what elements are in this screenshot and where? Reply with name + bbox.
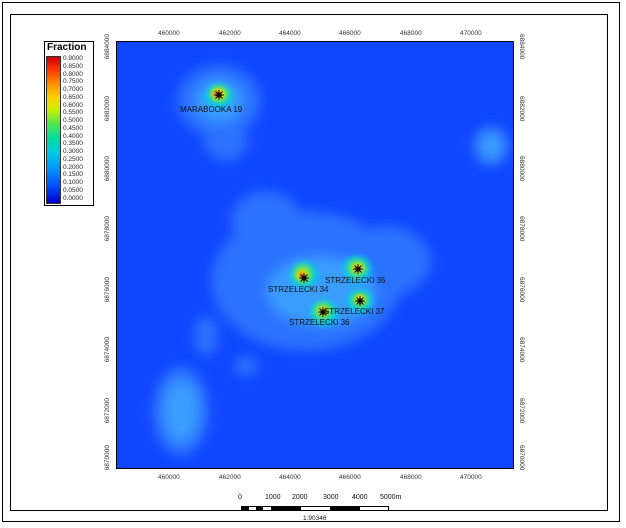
- legend-label: 0.4500: [63, 124, 83, 132]
- x-tick-label-top: 468000: [400, 30, 422, 37]
- well-icon-strzelecki-37[interactable]: [355, 296, 365, 306]
- scale-bar-segment: [256, 507, 263, 510]
- scale-bar: [241, 506, 389, 511]
- scale-bar-segment: [271, 507, 301, 510]
- scale-bar-label: 1000: [265, 494, 281, 501]
- scale-ratio: 1:90346: [303, 515, 327, 522]
- legend-label: 0.9000: [63, 55, 83, 62]
- legend-color-bar: [46, 56, 61, 204]
- legend-label: 0.0500: [63, 186, 83, 194]
- legend-label: 0.2000: [63, 163, 83, 171]
- scale-bar-label: 2000: [292, 494, 308, 501]
- map-svg: [116, 41, 514, 469]
- y-tick-label-right: 6882000: [518, 96, 525, 122]
- scale-bar-label: 0: [238, 494, 242, 501]
- x-tick-label-bottom: 462000: [219, 474, 241, 481]
- legend-label: 0.6500: [63, 93, 83, 101]
- x-tick-label-top: 462000: [219, 30, 241, 37]
- x-tick-label-bottom: 464000: [279, 474, 301, 481]
- x-tick-label-top: 470000: [460, 30, 482, 37]
- map-border: [116, 41, 514, 469]
- scale-bar-label: 5000m: [380, 494, 402, 501]
- well-icon-strzelecki-35[interactable]: [353, 264, 363, 274]
- y-tick-label-right: 6880000: [518, 156, 525, 182]
- legend-label: 0.7500: [63, 78, 83, 86]
- well-label-marabooka-19: MARABOOKA 19: [180, 105, 243, 114]
- legend-label: 0.5500: [63, 109, 83, 117]
- y-tick-label-left: 6882000: [104, 96, 111, 122]
- legend-label: 0.1500: [63, 171, 83, 179]
- y-tick-label-left: 6878000: [104, 216, 111, 242]
- legend-label: 0.1000: [63, 179, 83, 186]
- legend-label: 0.8500: [63, 62, 83, 70]
- x-tick-label-bottom: 466000: [339, 474, 361, 481]
- legend-label: 0.3500: [63, 140, 83, 148]
- well-label-strzelecki-36: STRZELECKI 36: [289, 318, 350, 327]
- legend-label: 0.6000: [63, 101, 83, 109]
- legend-label: 0.8000: [63, 70, 83, 78]
- well-symbols: [214, 90, 365, 317]
- y-tick-label-right: 6872000: [518, 398, 525, 424]
- y-tick-label-left: 6874000: [104, 337, 111, 363]
- y-tick-label-left: 6872000: [104, 398, 111, 424]
- y-tick-label-left: 6880000: [104, 156, 111, 182]
- legend-label: 0.0000: [63, 194, 83, 202]
- scale-bar-segment: [242, 507, 249, 510]
- y-tick-label-right: 6884000: [518, 34, 525, 60]
- legend-label: 0.3000: [63, 148, 83, 155]
- y-tick-label-right: 6878000: [518, 216, 525, 242]
- y-tick-label-right: 6874000: [518, 337, 525, 363]
- x-tick-label-bottom: 470000: [460, 474, 482, 481]
- scale-bar-label: 4000: [352, 494, 368, 501]
- well-icon-strzelecki-36[interactable]: [318, 307, 328, 317]
- scale-bar-segment: [330, 507, 360, 510]
- well-label-strzelecki-34: STRZELECKI 34: [268, 285, 329, 294]
- y-tick-label-left: 6876000: [104, 277, 111, 303]
- x-tick-label-top: 460000: [158, 30, 180, 37]
- scale-bar-label: 3000: [323, 494, 339, 501]
- fraction-map[interactable]: [116, 41, 514, 469]
- well-label-strzelecki-35: STRZELECKI 35: [325, 276, 386, 285]
- well-icon-strzelecki-34[interactable]: [299, 273, 309, 283]
- legend-label: 0.5000: [63, 117, 83, 124]
- y-tick-label-right: 6876000: [518, 277, 525, 303]
- legend-label: 0.7000: [63, 86, 83, 93]
- y-tick-label-left: 6884000: [104, 34, 111, 60]
- well-label-strzelecki-37: STRZELECKI 37: [324, 307, 385, 316]
- y-tick-label-left: 6870000: [104, 445, 111, 471]
- legend-title: Fraction: [47, 42, 87, 53]
- x-tick-label-bottom: 460000: [158, 474, 180, 481]
- x-tick-label-top: 466000: [339, 30, 361, 37]
- legend-label: 0.2500: [63, 155, 83, 163]
- well-icon-marabooka-19[interactable]: [214, 90, 224, 100]
- x-tick-label-top: 464000: [279, 30, 301, 37]
- y-tick-label-right: 6870000: [518, 445, 525, 471]
- x-tick-label-bottom: 468000: [400, 474, 422, 481]
- legend-label: 0.4000: [63, 132, 83, 140]
